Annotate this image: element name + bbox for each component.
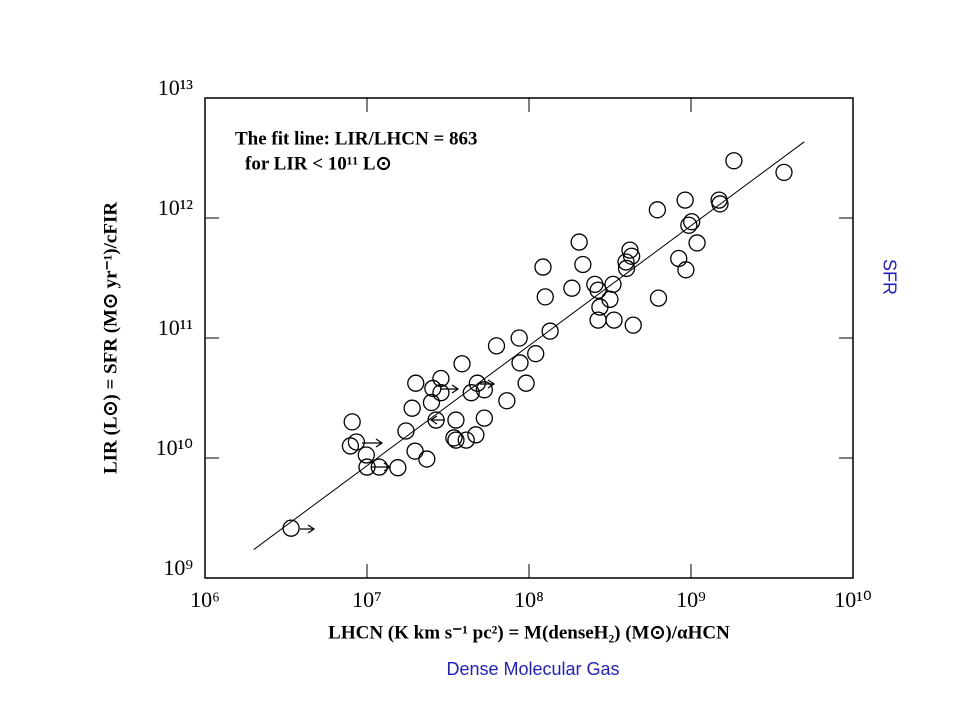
data-point (453, 355, 471, 373)
data-point (604, 275, 622, 293)
data-point (347, 433, 366, 451)
data-point (534, 258, 552, 276)
data-point (527, 345, 545, 363)
x-tick-label: 10¹⁰ (834, 587, 872, 612)
data-point (563, 279, 581, 297)
data-point (617, 253, 635, 271)
data-point (397, 422, 415, 440)
data-point (622, 247, 641, 265)
data-point (407, 374, 425, 392)
limit-arrows (300, 379, 496, 534)
data-point (725, 152, 743, 170)
data-point (676, 191, 694, 209)
y-tick-label: 10¹¹ (158, 315, 193, 340)
data-point (680, 216, 698, 234)
data-point (370, 458, 388, 476)
x-tick-label: 10⁷ (352, 587, 382, 612)
data-point (341, 437, 360, 455)
data-point (487, 337, 506, 355)
data-point (389, 459, 407, 477)
data-point (601, 290, 619, 308)
x-axis-label: LHCN (K km s⁻¹ pc²) = M(denseH₂) (M⊙)/αH… (328, 622, 730, 643)
data-point (510, 329, 528, 347)
side-label: SFR (879, 259, 899, 295)
data-point (711, 195, 729, 213)
data-point (447, 411, 465, 429)
data-point (589, 281, 607, 299)
data-point (403, 399, 421, 417)
data-point (570, 233, 588, 251)
y-tick-label: 10¹⁰ (156, 435, 194, 460)
data-point (688, 234, 706, 252)
y-axis-label: LIR (L⊙) = SFR (M⊙ yr⁻¹)/cFIR (100, 202, 121, 474)
data-point (624, 316, 642, 334)
x-tick-label: 10⁹ (676, 587, 706, 612)
data-point (432, 384, 450, 402)
annotation: for LIR < 10¹¹ L⊙ (245, 153, 392, 174)
data-point (574, 255, 592, 274)
data-point (282, 519, 300, 537)
data-point (498, 392, 516, 410)
data-point (677, 261, 695, 279)
data-point (617, 259, 636, 278)
data-point (422, 393, 441, 412)
data-point (467, 426, 485, 444)
side-label: Dense Molecular Gas (446, 659, 619, 679)
data-point (462, 384, 480, 402)
data-point (541, 322, 559, 340)
data-point (447, 431, 465, 449)
data-point (357, 446, 375, 464)
data-point (517, 374, 535, 392)
data-point (621, 241, 639, 259)
y-tick-label: 10¹² (158, 195, 194, 220)
data-point (649, 289, 668, 307)
data-point (406, 442, 424, 460)
data-point (605, 311, 623, 329)
data-point (468, 374, 487, 392)
data-point (427, 411, 445, 429)
data-point (457, 431, 475, 449)
data-point (432, 369, 450, 388)
data-point (358, 458, 376, 476)
data-point (586, 275, 604, 293)
data-point (670, 249, 688, 268)
data-point (343, 413, 361, 431)
x-tick-label: 10⁶ (190, 587, 220, 612)
data-point (648, 201, 667, 219)
y-tick-label: 10⁹ (163, 555, 193, 580)
data-point (445, 429, 463, 447)
data-point (475, 409, 493, 427)
y-tick-label: 10¹³ (158, 75, 194, 100)
x-tick-label: 10⁸ (514, 587, 544, 612)
data-point (536, 288, 554, 306)
data-point (775, 163, 793, 182)
annotation: The fit line: LIR/LHCN = 863 (235, 128, 478, 149)
fit-line (253, 141, 805, 550)
data-point (475, 381, 493, 399)
data-point (511, 354, 529, 372)
data-point (418, 450, 436, 468)
data-point (683, 213, 701, 231)
